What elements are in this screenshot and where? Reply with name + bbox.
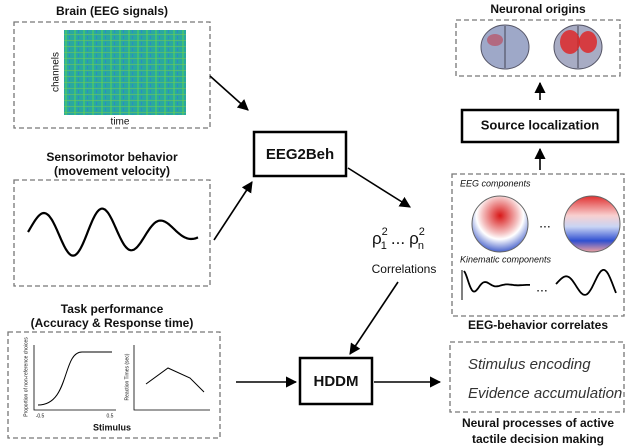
process-item: Stimulus encoding (468, 356, 591, 373)
box-label: HDDM (314, 373, 359, 390)
eeg-heatmap (64, 30, 186, 115)
ellipsis: ... (536, 279, 548, 295)
brain-activity (487, 34, 503, 46)
axis-label: time (111, 117, 130, 128)
panel-title: Neuronal origins (490, 2, 586, 16)
brain-activity (579, 31, 597, 53)
kinematic-trace (556, 270, 616, 295)
panel-title: (Accuracy & Response time) (31, 316, 194, 330)
panel-title: Brain (EEG signals) (56, 4, 168, 18)
arrow (350, 282, 398, 354)
rt-curve (146, 368, 204, 392)
sigmoid (38, 352, 112, 405)
arrow (214, 182, 252, 240)
axis-label: Stimulus (93, 422, 131, 432)
panel-caption: tactile decision making (472, 432, 604, 446)
velocity-trace (28, 209, 198, 256)
topomap (472, 196, 528, 252)
axis-label: channels (51, 52, 62, 92)
section-label: EEG components (460, 178, 531, 188)
panel-title: Task performance (61, 302, 164, 316)
topomap (564, 196, 620, 252)
ellipsis: ... (539, 215, 551, 231)
panel-frame (14, 180, 210, 286)
section-label: Kinematic components (460, 254, 552, 264)
box-label: EEG2Beh (266, 146, 334, 163)
diagram: Brain (EEG signals) channels time Sensor… (0, 0, 628, 448)
process-item: Evidence accumulation (468, 385, 622, 402)
box-label: Source localization (481, 117, 600, 132)
panel-caption: Neural processes of active (462, 416, 614, 430)
panel-title: (movement velocity) (54, 164, 170, 178)
kinematic-trace (464, 271, 530, 292)
tick-label: 0.5 (107, 413, 114, 419)
arrow (210, 76, 248, 110)
panel-title: Sensorimotor behavior (46, 150, 178, 164)
panel-caption: EEG-behavior correlates (468, 318, 608, 332)
correlations-label: Correlations (372, 262, 437, 276)
tick-label: -0.5 (36, 413, 45, 419)
axis-label: Reaction Times (sec) (124, 353, 130, 400)
axis-label: Proportion of non-reference choices (23, 337, 29, 417)
brain-activity (560, 30, 580, 54)
plot-axes (134, 345, 210, 410)
arrow (348, 168, 410, 207)
